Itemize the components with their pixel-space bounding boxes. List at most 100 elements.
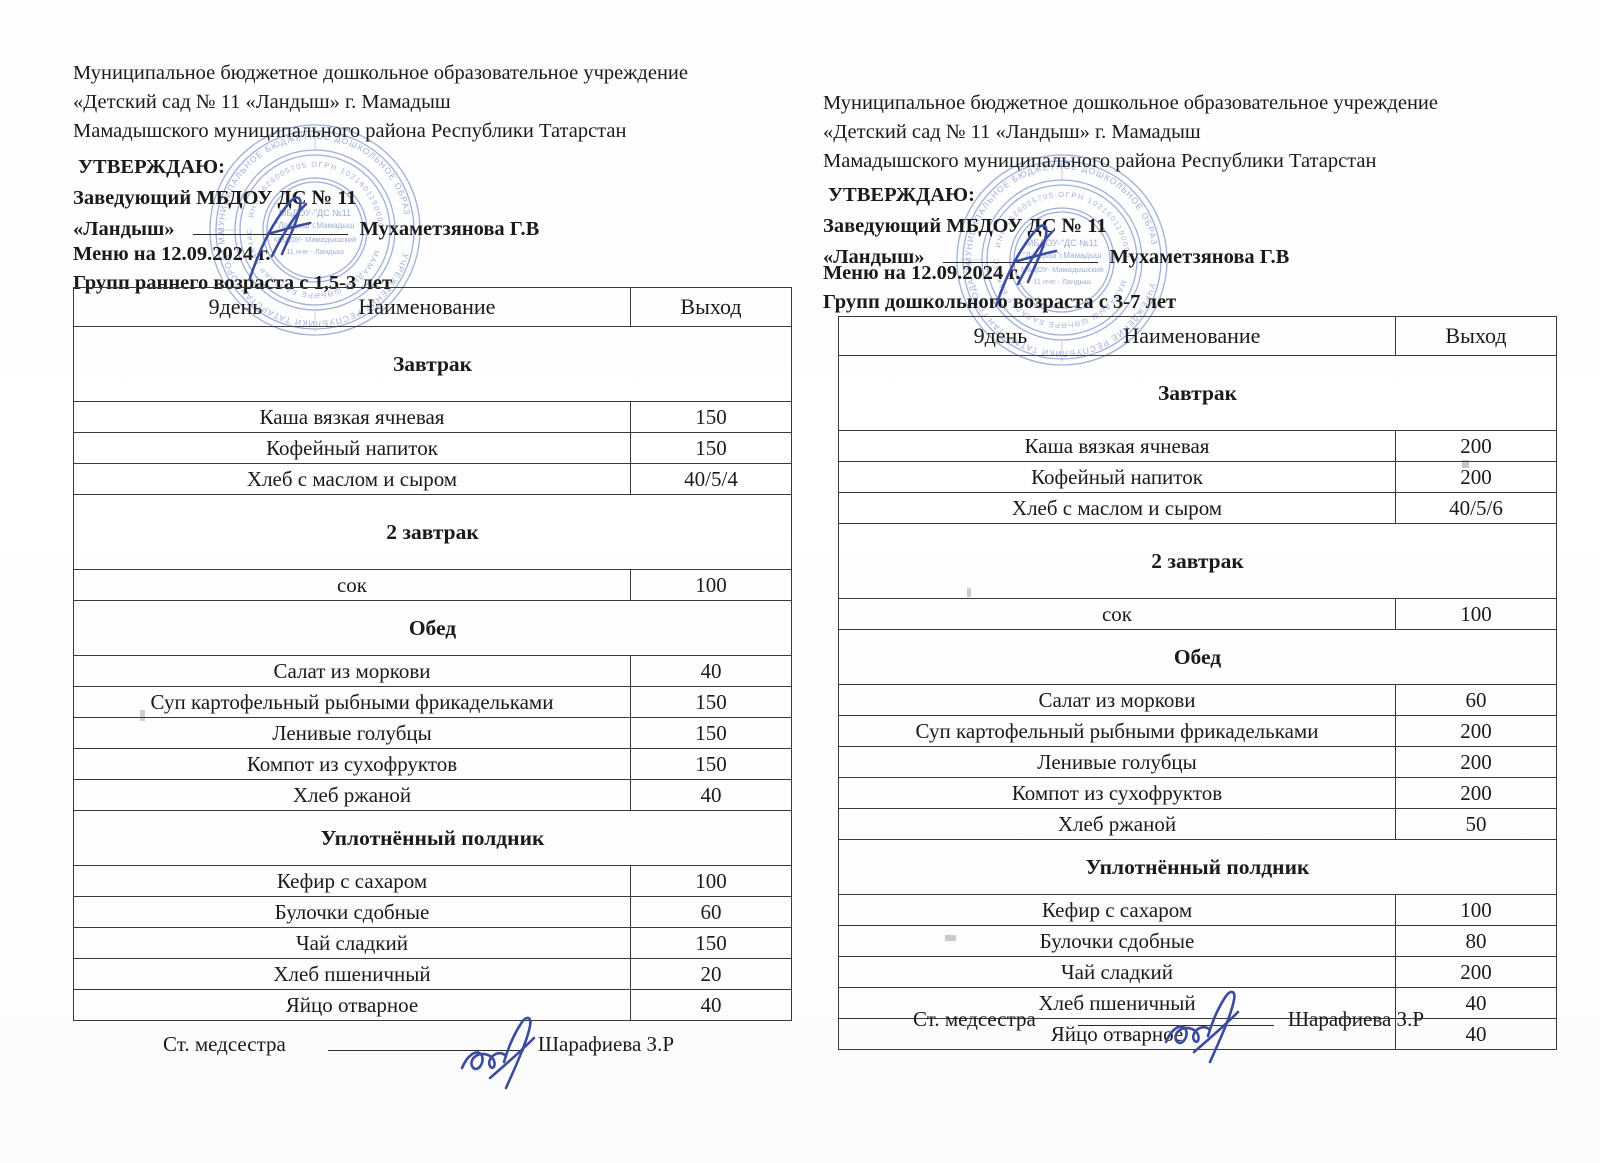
approver-name: Мухаметзянова Г.В — [1109, 246, 1290, 268]
dish-output: 20 — [630, 958, 792, 990]
dish-output: 150 — [630, 748, 792, 780]
dish-output: 100 — [1395, 894, 1557, 926]
svg-text:"Ландыш"г.Мамадыш: "Ландыш"г.Мамадыш — [276, 221, 355, 230]
table-row: Кофейный напиток 200 — [838, 461, 1557, 493]
meal-section-label: Завтрак — [838, 355, 1557, 431]
dish-name: Ленивые голубцы — [838, 746, 1396, 778]
dish-name: Каша вязкая ячневая — [838, 430, 1396, 462]
table-row: Салат из моркови 40 — [73, 655, 792, 687]
org-line-2: «Детский сад № 11 «Ландыш» г. Мамадыш — [823, 121, 1201, 143]
table-row: Ленивые голубцы 150 — [73, 717, 792, 749]
table-row: Булочки сдобные 60 — [73, 896, 792, 928]
dish-output: 100 — [1395, 598, 1557, 630]
meal-section-label: Обед — [73, 600, 792, 656]
dish-output: 200 — [1395, 430, 1557, 462]
menu-table-preschool-age: 9день Наименование Выход Завтрак Каша вя… — [838, 316, 1557, 1050]
table-row: Компот из сухофруктов 150 — [73, 748, 792, 780]
dish-output: 40/5/4 — [630, 463, 792, 495]
org-line-3: Мамадышского муниципального района Респу… — [823, 150, 1377, 172]
dish-name: Хлеб ржаной — [73, 779, 631, 811]
meal-section-row: Завтрак — [73, 326, 792, 402]
table-row: Хлеб пшеничный 20 — [73, 958, 792, 990]
meal-section-label: Уплотнённый полдник — [73, 810, 792, 866]
table-row: Чай сладкий 150 — [73, 927, 792, 959]
table-row: Булочки сдобные 80 — [838, 925, 1557, 957]
dish-name: Яйцо отварное — [73, 989, 631, 1021]
meal-section-label: Обед — [838, 629, 1557, 685]
svg-text:МБДОУ- Мамадышский: МБДОУ- Мамадышский — [1021, 265, 1103, 274]
dish-name: Кефир с сахаром — [73, 865, 631, 897]
dish-name: Компот из сухофруктов — [838, 777, 1396, 809]
meal-section-row: Обед — [838, 629, 1557, 685]
footer-signature-block: Ст. медсестра Шарафиева З.Р — [163, 1032, 674, 1057]
institution-short-name: «Ландыш» — [823, 246, 925, 268]
meal-section-row: Обед — [73, 600, 792, 656]
organization-header: Муниципальное бюджетное дошкольное образ… — [73, 59, 688, 146]
meal-section-label: Завтрак — [73, 326, 792, 402]
table-row: Хлеб с маслом и сыром 40/5/4 — [73, 463, 792, 495]
dish-output: 60 — [1395, 684, 1557, 716]
table-row: Хлеб пшеничный 40 — [838, 987, 1557, 1019]
table-row: Компот из сухофруктов 200 — [838, 777, 1557, 809]
dish-name: Суп картофельный рыбными фрикадельками — [73, 686, 631, 718]
footer-role: Ст. медсестра — [913, 1007, 1036, 1031]
org-line-1: Муниципальное бюджетное дошкольное образ… — [73, 62, 688, 84]
svg-text:МБДОУ- Мамадышский: МБДОУ- Мамадышский — [274, 235, 356, 244]
dish-name: Ленивые голубцы — [73, 717, 631, 749]
dish-output: 200 — [1395, 746, 1557, 778]
table-row: Хлеб ржаной 40 — [73, 779, 792, 811]
dish-name: Салат из моркови — [838, 684, 1396, 716]
menu-table-early-age: 9день Наименование Выход Завтрак Каша вя… — [73, 287, 792, 1021]
dish-output: 150 — [630, 432, 792, 464]
dish-output: 150 — [630, 686, 792, 718]
org-line-1: Муниципальное бюджетное дошкольное образ… — [823, 92, 1438, 114]
table-row: Каша вязкая ячневая 150 — [73, 401, 792, 433]
column-header-day: 9день — [208, 294, 263, 319]
dish-output: 150 — [630, 401, 792, 433]
footer-name: Шарафиева З.Р — [1287, 1007, 1424, 1031]
approver-name: Мухаметзянова Г.В — [359, 218, 540, 240]
table-row: Кефир с сахаром 100 — [838, 894, 1557, 926]
table-header-row: 9день Наименование Выход — [73, 287, 792, 327]
dish-name: Чай сладкий — [73, 927, 631, 959]
meal-section-row: Уплотнённый полдник — [838, 839, 1557, 895]
table-row: Кофейный напиток 150 — [73, 432, 792, 464]
column-header-output: Выход — [1395, 316, 1557, 356]
dish-output: 150 — [630, 717, 792, 749]
dish-name: сок — [838, 598, 1396, 630]
dish-name: Каша вязкая ячневая — [73, 401, 631, 433]
dish-name: Компот из сухофруктов — [73, 748, 631, 780]
dish-name: Суп картофельный рыбными фрикадельками — [838, 715, 1396, 747]
dish-name: Булочки сдобные — [838, 925, 1396, 957]
meal-section-label: 2 завтрак — [838, 523, 1557, 599]
meal-section-row: 2 завтрак — [73, 494, 792, 570]
dish-name: Салат из моркови — [73, 655, 631, 687]
column-header-name: Наименование — [1123, 323, 1261, 348]
table-row: Яйцо отварное 40 — [73, 989, 792, 1021]
header-cell-name: 9день Наименование — [73, 287, 631, 327]
footer-name: Шарафиева З.Р — [537, 1032, 674, 1056]
footer-role: Ст. медсестра — [163, 1032, 286, 1056]
svg-text:11 нче - Ландыш: 11 нче - Ландыш — [286, 247, 344, 256]
dish-output: 60 — [630, 896, 792, 928]
header-cell-name: 9день Наименование — [838, 316, 1396, 356]
column-header-output: Выход — [630, 287, 792, 327]
dish-name: Кофейный напиток — [838, 461, 1396, 493]
svg-text:"Ландыш"г.Мамадыш: "Ландыш"г.Мамадыш — [1023, 251, 1102, 260]
dish-name: Хлеб с маслом и сыром — [73, 463, 631, 495]
table-row: сок 100 — [838, 598, 1557, 630]
dish-output: 200 — [1395, 956, 1557, 988]
table-header-row: 9день Наименование Выход — [838, 316, 1557, 356]
dish-output: 200 — [1395, 777, 1557, 809]
table-row: Каша вязкая ячневая 200 — [838, 430, 1557, 462]
meal-section-row: Уплотнённый полдник — [73, 810, 792, 866]
dish-output: 100 — [630, 569, 792, 601]
table-row: Суп картофельный рыбными фрикадельками 1… — [73, 686, 792, 718]
org-line-3: Мамадышского муниципального района Респу… — [73, 120, 627, 142]
dish-output: 40 — [630, 989, 792, 1021]
dish-name: Хлеб пшеничный — [73, 958, 631, 990]
dish-name: Хлеб ржаной — [838, 808, 1396, 840]
table-row: Салат из моркови 60 — [838, 684, 1557, 716]
dish-output: 40 — [1395, 1018, 1557, 1050]
footer-signature-line — [1077, 1011, 1274, 1026]
